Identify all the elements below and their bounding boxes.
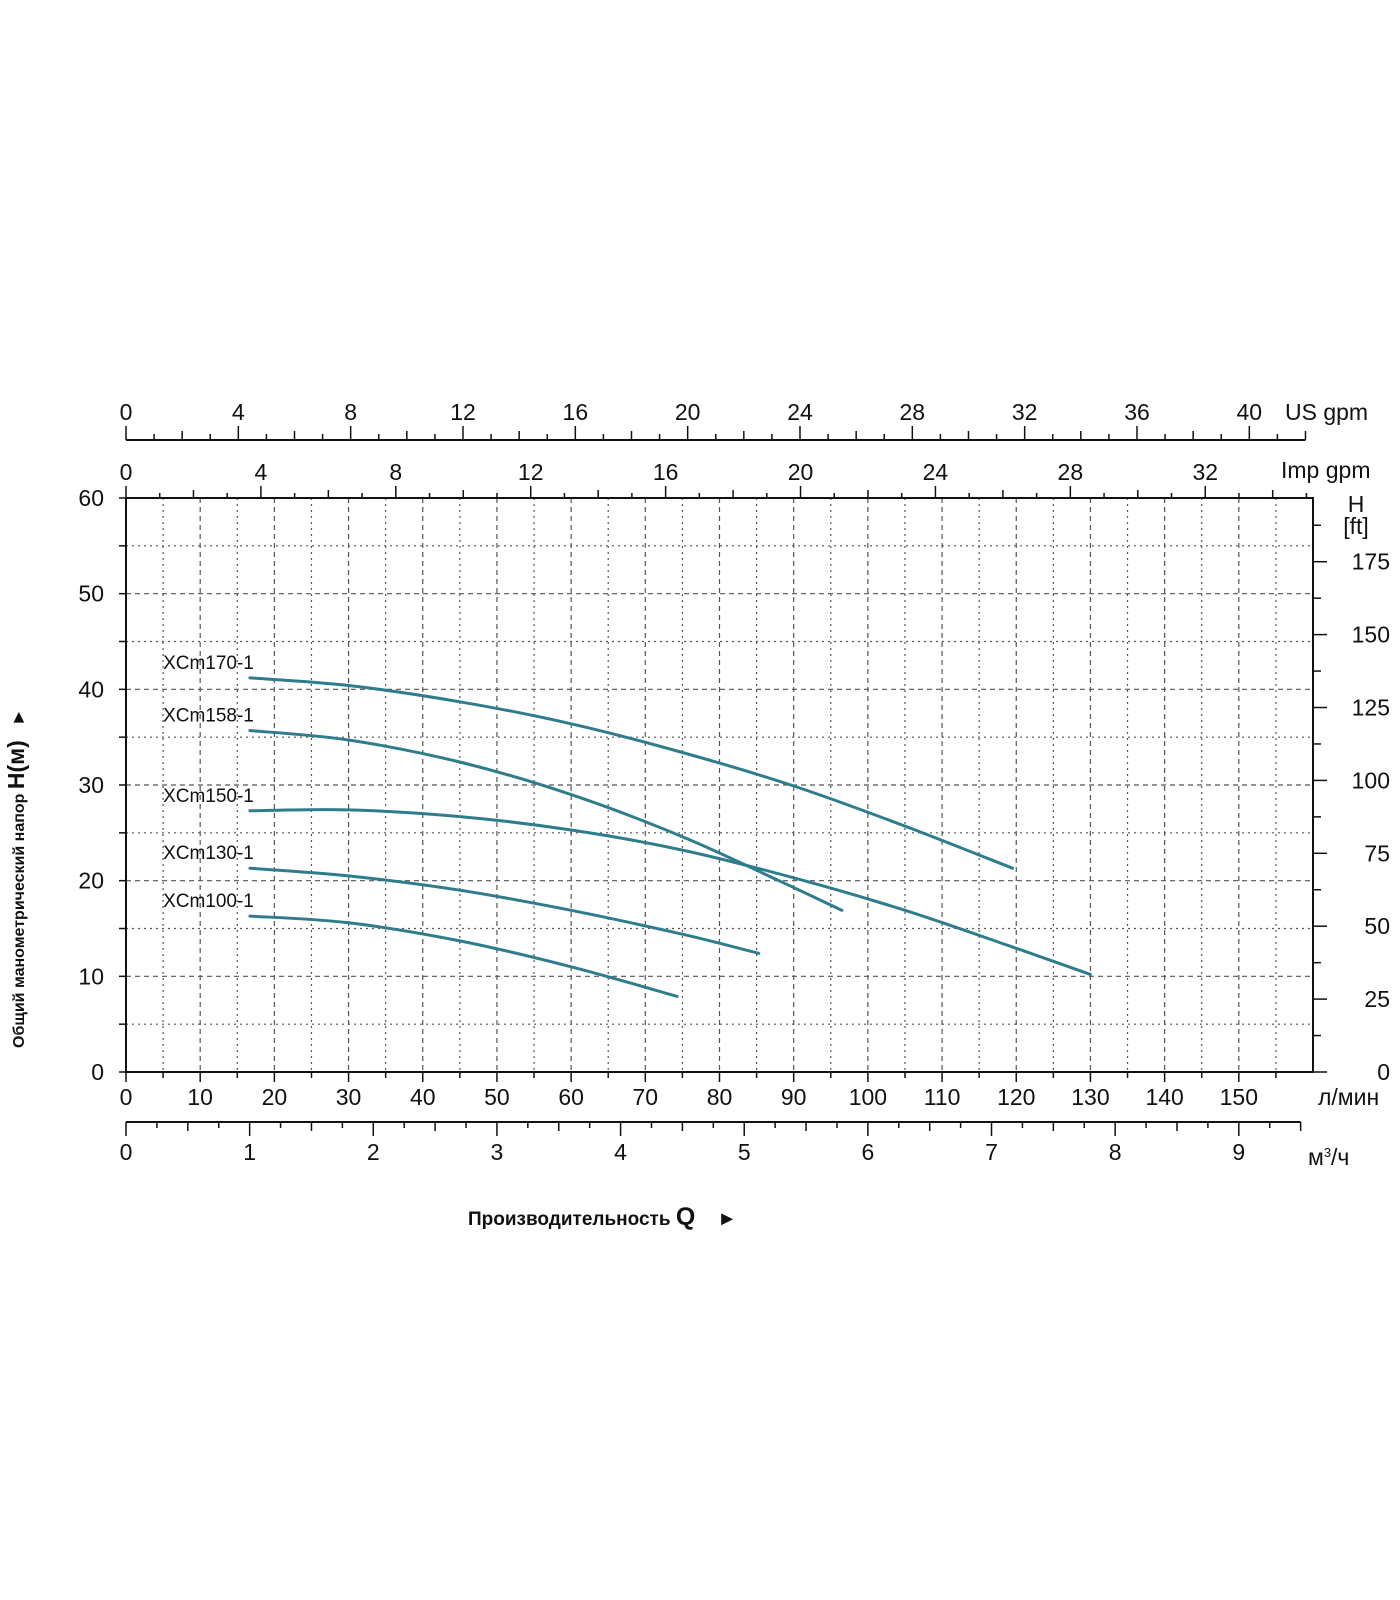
us-gpm-tick-label: 32 (1012, 399, 1038, 425)
grid (126, 498, 1313, 1072)
lmin-tick-label: 100 (849, 1084, 887, 1110)
lmin-tick-label: 20 (262, 1084, 288, 1110)
imp-gpm-tick-label: 16 (653, 459, 679, 485)
us-gpm-tick-label: 24 (787, 399, 813, 425)
imp-gpm-tick-label: 24 (923, 459, 949, 485)
x-axis-title: Производительность Q ► (468, 1203, 737, 1231)
m3h-tick-label: 8 (1109, 1139, 1122, 1165)
us-gpm-tick-label: 8 (344, 399, 357, 425)
imp-gpm-tick-label: 4 (255, 459, 268, 485)
us-gpm-tick-label: 12 (450, 399, 476, 425)
m3h-tick-label: 4 (614, 1139, 627, 1165)
series-label: XCm130-1 (163, 843, 254, 864)
m3h-tick-label: 3 (491, 1139, 504, 1165)
ft-tick-label: 50 (1364, 913, 1390, 939)
ft-tick-label: 175 (1352, 549, 1390, 575)
us-gpm-axis-unit: US gpm (1285, 399, 1368, 425)
us-gpm-tick-label: 20 (675, 399, 701, 425)
y-tick-label: 10 (78, 963, 104, 989)
series-line-xcm150-1 (248, 808, 1092, 976)
ft-tick-label: 150 (1352, 622, 1390, 648)
m3h-tick-label: 6 (861, 1139, 874, 1165)
us-gpm-tick-label: 0 (120, 399, 133, 425)
lmin-tick-label: 10 (187, 1084, 213, 1110)
lmin-tick-label: 70 (633, 1084, 659, 1110)
y-tick-label: 40 (78, 676, 104, 702)
ft-axis-unit-bottom: [ft] (1343, 513, 1369, 539)
us-gpm-tick-label: 28 (900, 399, 926, 425)
ft-tick-label: 125 (1352, 695, 1390, 721)
imp-gpm-tick-label: 8 (389, 459, 402, 485)
imp-gpm-axis-unit: Imp gpm (1281, 457, 1370, 483)
us-gpm-tick-label: 4 (232, 399, 245, 425)
m3h-tick-label: 2 (367, 1139, 380, 1165)
ft-tick-label: 100 (1352, 767, 1390, 793)
lmin-tick-label: 90 (781, 1084, 807, 1110)
imp-gpm-tick-label: 28 (1058, 459, 1084, 485)
lmin-tick-label: 130 (1071, 1084, 1109, 1110)
us-gpm-tick-label: 16 (563, 399, 589, 425)
ft-axis-unit-top: H (1348, 491, 1365, 517)
series-label: XCm100-1 (163, 891, 254, 912)
m3h-tick-label: 9 (1232, 1139, 1245, 1165)
lmin-tick-label: 60 (558, 1084, 584, 1110)
m3h-tick-label: 1 (243, 1139, 256, 1165)
imp-gpm-tick-label: 0 (120, 459, 133, 485)
series (248, 676, 1092, 998)
m3h-axis-unit: м3/ч (1308, 1144, 1349, 1170)
series-label: XCm170-1 (163, 653, 254, 674)
series-line-xcm170-1 (248, 676, 1014, 870)
lmin-tick-label: 80 (707, 1084, 733, 1110)
y-tick-label: 30 (78, 772, 104, 798)
y-axis-title: Общий манометрический напор H(м)► (3, 708, 29, 1048)
ft-tick-label: 75 (1364, 840, 1390, 866)
lmin-tick-label: 140 (1145, 1084, 1183, 1110)
m3h-tick-label: 5 (738, 1139, 751, 1165)
series-line-xcm100-1 (248, 914, 679, 998)
imp-gpm-tick-label: 12 (518, 459, 544, 485)
y-tick-label: 60 (78, 485, 104, 511)
ft-tick-label: 25 (1364, 986, 1390, 1012)
lmin-tick-label: 120 (997, 1084, 1035, 1110)
m3h-tick-label: 7 (985, 1139, 998, 1165)
lmin-tick-label: 110 (924, 1084, 961, 1110)
axes (119, 426, 1327, 1136)
us-gpm-tick-label: 36 (1124, 399, 1150, 425)
series-label: XCm150-1 (163, 786, 254, 807)
imp-gpm-tick-label: 20 (788, 459, 814, 485)
lmin-tick-label: 0 (120, 1084, 133, 1110)
series-line-xcm130-1 (248, 866, 761, 955)
series-line-xcm158-1 (248, 729, 844, 912)
y-tick-label: 20 (78, 868, 104, 894)
y-tick-label: 0 (91, 1059, 104, 1085)
lmin-tick-label: 30 (336, 1084, 362, 1110)
lmin-tick-label: 150 (1220, 1084, 1258, 1110)
series-label: XCm158-1 (163, 705, 254, 726)
lmin-tick-label: 50 (484, 1084, 510, 1110)
lmin-axis-unit: л/мин (1318, 1084, 1379, 1110)
lmin-tick-label: 40 (410, 1084, 436, 1110)
us-gpm-tick-label: 40 (1237, 399, 1263, 425)
y-tick-label: 50 (78, 581, 104, 607)
imp-gpm-tick-label: 32 (1192, 459, 1218, 485)
ft-tick-label: 0 (1377, 1059, 1390, 1085)
m3h-tick-label: 0 (120, 1139, 133, 1165)
